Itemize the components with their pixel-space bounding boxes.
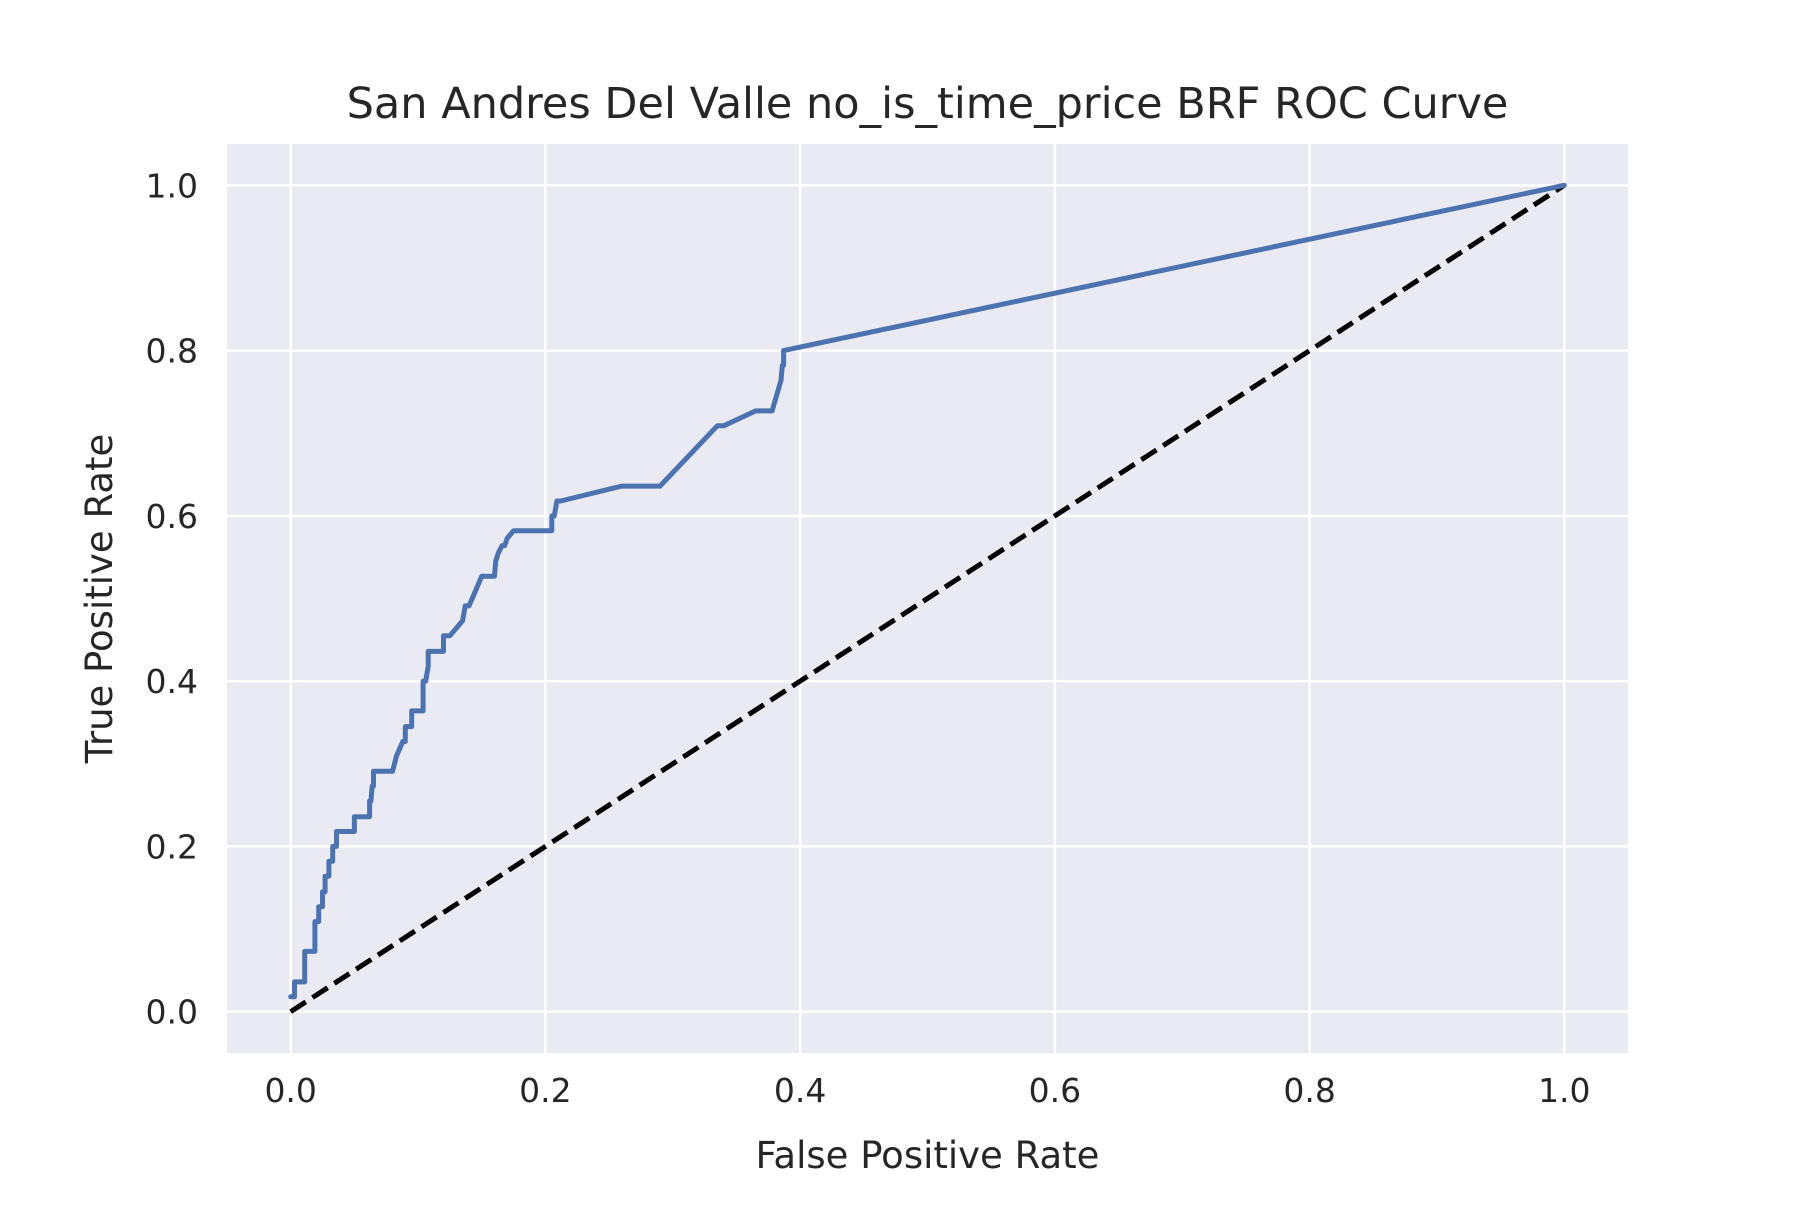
y-tick-label: 1.0 — [146, 166, 198, 205]
y-tick-label: 0.8 — [146, 332, 198, 371]
y-tick-label: 0.2 — [146, 827, 198, 866]
x-tick-label: 0.2 — [519, 1071, 571, 1110]
y-tick-label: 0.0 — [146, 993, 198, 1032]
baseline-diagonal-line — [289, 183, 1566, 1014]
x-tick-label: 1.0 — [1538, 1071, 1590, 1110]
grid-lines — [227, 144, 1628, 1053]
y-axis-label: True Positive Rate — [78, 434, 121, 765]
x-tick-label: 0.8 — [1283, 1071, 1335, 1110]
x-tick-label: 0.4 — [774, 1071, 826, 1110]
tick-labels: 0.0 0.2 0.4 0.6 0.8 1.0 0.0 0.2 0.4 0.6 0.8 1.0 — [146, 166, 1591, 1110]
y-tick-label: 0.6 — [146, 497, 198, 536]
x-tick-label: 0.6 — [1029, 1071, 1081, 1110]
x-tick-label: 0.0 — [264, 1071, 316, 1110]
x-axis-label: False Positive Rate — [756, 1134, 1100, 1177]
y-tick-label: 0.4 — [146, 662, 198, 701]
series-layer — [288, 182, 1567, 1014]
chart-title: San Andres Del Valle no_is_time_price BR… — [347, 79, 1509, 129]
roc-curve-line — [288, 182, 1567, 1000]
